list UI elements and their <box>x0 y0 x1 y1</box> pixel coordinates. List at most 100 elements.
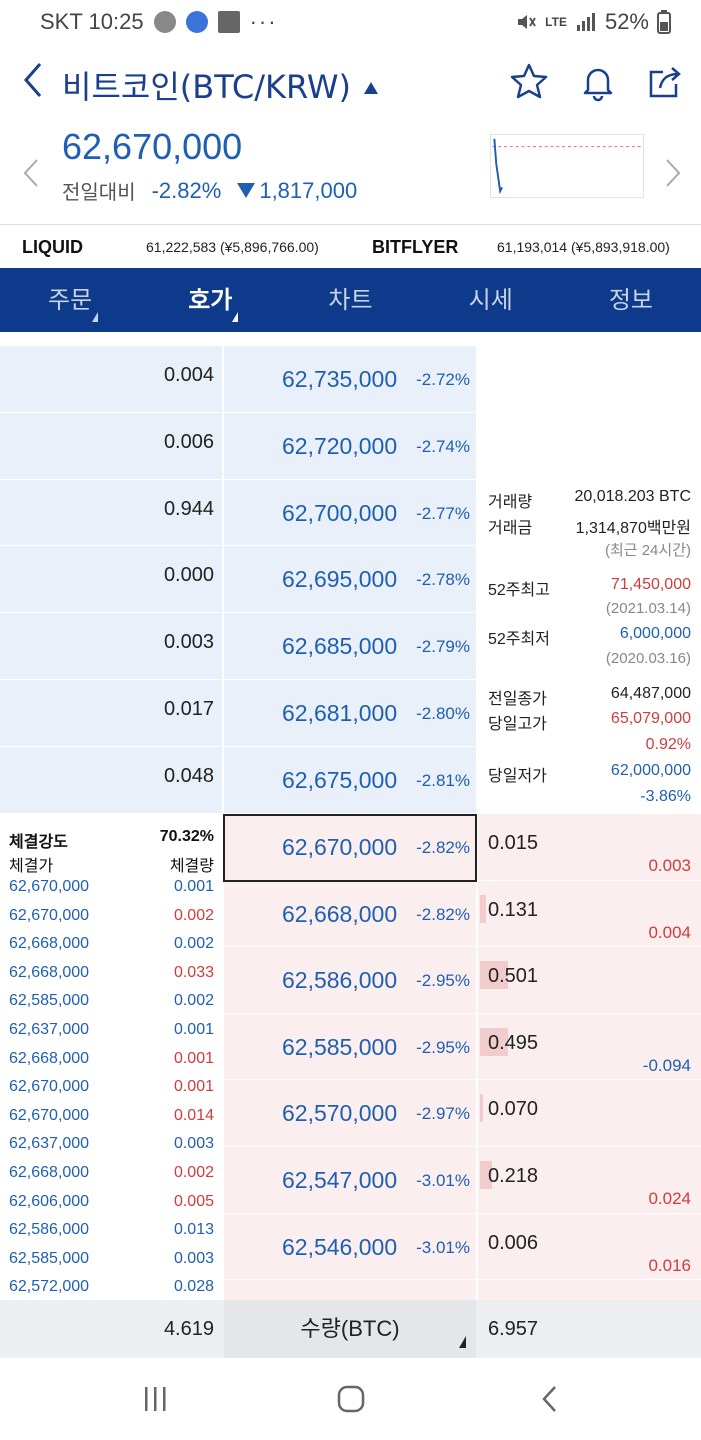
bid-price-row[interactable]: 62,670,000 -2.82% <box>224 814 476 880</box>
ask-price-row[interactable]: 62,720,000 -2.74% <box>224 413 476 479</box>
tab-order[interactable]: 주문 <box>0 268 140 332</box>
ask-price: 62,735,000 <box>282 366 398 392</box>
news-icon <box>217 11 240 33</box>
tab-market-label: 시세 <box>468 286 513 314</box>
change-amount-wrap: 1,817,000 <box>237 178 357 204</box>
trade-qty: 0.001 <box>173 1021 214 1038</box>
ask-qty: 0.004 <box>163 364 214 386</box>
trade-qty: 0.033 <box>173 963 214 981</box>
bid-price: 62,570,000 <box>282 1100 398 1127</box>
bid-qty-change: 0.003 <box>648 856 691 875</box>
ask-price-row[interactable]: 62,681,000 -2.80% <box>224 680 476 746</box>
bell-icon[interactable] <box>578 62 618 102</box>
trade-price: 62,637,000 <box>9 1021 90 1038</box>
bid-price-row[interactable]: 62,668,000 -2.82% <box>224 881 476 947</box>
ask-price-row[interactable]: 62,675,000 -2.81% <box>224 747 476 813</box>
bid-percent: -2.95% <box>416 1037 470 1057</box>
trade-price: 62,670,000 <box>9 906 90 924</box>
row-divider <box>0 612 476 614</box>
tab-info[interactable]: 정보 <box>561 268 701 332</box>
tab-market[interactable]: 시세 <box>421 268 561 332</box>
ask-percent: -2.78% <box>416 570 470 590</box>
status-bar: SKT 10:25 ··· LTE 52% <box>0 0 701 46</box>
day-low-value: 62,000,000 <box>610 762 691 779</box>
unit-selector[interactable]: 수량(BTC) <box>224 1300 476 1358</box>
title-dropdown-icon[interactable] <box>364 82 378 94</box>
mini-chart[interactable] <box>490 134 644 198</box>
day-high-label: 당일고가 <box>488 716 547 733</box>
trade-qty: 0.005 <box>173 1192 214 1210</box>
ask-qty: 0.006 <box>163 430 214 453</box>
bid-price-row[interactable]: 62,585,000 -2.95% <box>224 1014 476 1080</box>
prev-coin-arrow-icon[interactable] <box>22 158 40 188</box>
ask-qty: 0.944 <box>163 497 214 520</box>
page-title[interactable]: 비트코인(BTC/KRW) <box>62 68 352 106</box>
ask-price-row[interactable]: 62,735,000 -2.72% <box>224 346 476 412</box>
row-divider <box>224 1079 701 1081</box>
bid-volume-bar <box>480 894 486 923</box>
trade-qty: 0.003 <box>173 1249 214 1267</box>
recent-apps-icon[interactable] <box>140 1384 170 1414</box>
trade-qty: 0.003 <box>173 1135 214 1153</box>
signal-icon <box>576 13 595 31</box>
share-icon[interactable] <box>646 62 686 102</box>
row-divider <box>0 545 476 547</box>
bid-qty: 0.218 <box>488 1165 539 1187</box>
more-notifications-icon: ··· <box>249 9 278 34</box>
change-percent: -2.82% <box>151 177 222 203</box>
high52-value: 71,450,000 <box>610 576 691 593</box>
tab-orderbook-label: 호가 <box>188 286 233 314</box>
network-type: LTE <box>545 15 567 29</box>
bid-percent: -3.01% <box>416 1171 470 1190</box>
trade-price: 62,668,000 <box>9 1164 90 1181</box>
bid-qty: 0.070 <box>488 1098 539 1121</box>
trade-qty: 0.002 <box>173 1164 214 1181</box>
ask-price: 62,675,000 <box>282 766 398 793</box>
tab-orderbook[interactable]: 호가 <box>140 268 280 332</box>
ask-percent: -2.80% <box>416 704 470 723</box>
trade-qty: 0.014 <box>173 1106 214 1124</box>
ask-price-row[interactable]: 62,695,000 -2.78% <box>224 546 476 612</box>
bid-percent: -2.95% <box>416 971 470 991</box>
tab-bar: 주문 호가 차트 시세 정보 <box>0 268 701 332</box>
bid-price-row[interactable]: 62,547,000 -3.01% <box>224 1147 476 1213</box>
bid-price-row[interactable]: 62,570,000 -2.97% <box>224 1080 476 1146</box>
ask-price-row[interactable]: 62,685,000 -2.79% <box>224 613 476 679</box>
bid-percent: -3.01% <box>416 1237 470 1257</box>
ask-qty: 0.000 <box>163 564 214 587</box>
change-label: 전일대비 <box>62 182 136 204</box>
tab-info-label: 정보 <box>608 286 653 314</box>
back-arrow-icon[interactable] <box>18 60 48 100</box>
ask-price-row[interactable]: 62,700,000 -2.77% <box>224 480 476 546</box>
star-icon[interactable] <box>509 62 549 102</box>
trade-qty: 0.028 <box>173 1278 214 1296</box>
low52-value: 6,000,000 <box>619 625 691 642</box>
mute-icon <box>518 15 537 29</box>
trade-qty-header: 체결량 <box>169 858 214 875</box>
ask-qty: 0.003 <box>163 631 214 654</box>
bid-price-row[interactable]: 62,586,000 -2.95% <box>224 947 476 1013</box>
bid-price-row[interactable]: 62,546,000 -3.01% <box>224 1214 476 1280</box>
amount-value: 1,314,870백만원 <box>575 520 691 537</box>
bid-qty-change: 0.016 <box>648 1255 691 1275</box>
home-icon[interactable] <box>336 1384 366 1414</box>
battery-icon <box>657 10 671 34</box>
trade-price: 62,668,000 <box>9 1049 90 1067</box>
back-nav-icon[interactable] <box>536 1384 566 1414</box>
trade-qty: 0.001 <box>173 1078 214 1096</box>
high52-date: (2021.03.14) <box>605 600 691 617</box>
row-divider <box>224 1012 701 1014</box>
exchange-name-liquid: LIQUID <box>22 237 83 257</box>
next-coin-arrow-icon[interactable] <box>664 158 682 188</box>
low52-date: (2020.03.16) <box>605 650 691 667</box>
system-nav-bar <box>0 1358 701 1440</box>
app-header: 비트코인(BTC/KRW) <box>0 50 701 116</box>
strength-value: 70.32% <box>159 828 214 845</box>
ask-qty: 0.048 <box>163 764 214 787</box>
volume-label: 거래량 <box>488 494 533 511</box>
ask-total: 4.619 <box>163 1318 214 1340</box>
tab-chart[interactable]: 차트 <box>280 268 420 332</box>
coffee-icon <box>153 11 176 33</box>
bid-volume-bar <box>480 1094 483 1123</box>
ask-price: 62,720,000 <box>282 432 398 459</box>
